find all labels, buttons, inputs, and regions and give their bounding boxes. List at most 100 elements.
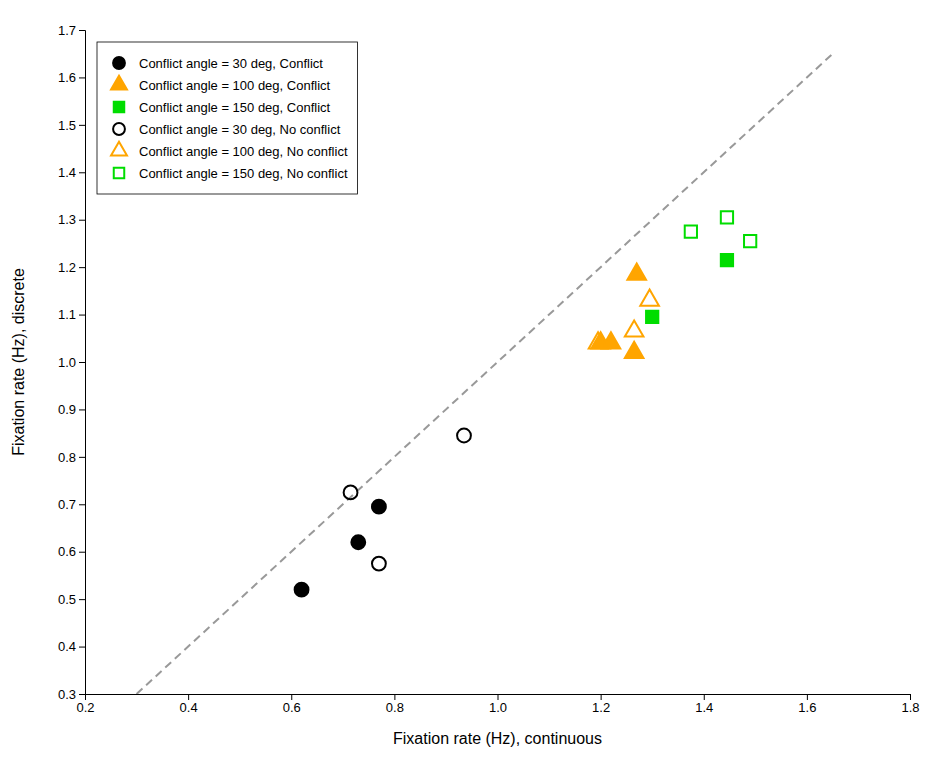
- tick: 1.2: [592, 694, 610, 715]
- x-axis: 0.20.40.60.81.01.21.41.61.8: [76, 694, 919, 715]
- legend-label: Conflict angle = 100 deg, No conflict: [139, 144, 348, 159]
- tick-label: 1.6: [58, 70, 76, 85]
- tick-label: 1.6: [798, 700, 816, 715]
- point: [602, 332, 621, 348]
- point: [721, 211, 733, 223]
- tick: 1.6: [58, 70, 85, 85]
- tick-label: 1.4: [695, 700, 713, 715]
- tick-mark: [291, 694, 292, 700]
- chart: 0.20.40.60.81.01.21.41.61.80.30.40.50.60…: [0, 0, 940, 764]
- tick: 1.3: [58, 212, 85, 227]
- tick: 0.9: [58, 402, 85, 417]
- tick-label: 0.8: [386, 700, 404, 715]
- tick-mark: [79, 647, 85, 648]
- reference-line: [137, 54, 833, 694]
- tick: 0.5: [58, 592, 85, 607]
- tick-mark: [79, 172, 85, 173]
- tick-label: 1.4: [58, 165, 76, 180]
- tick: 1.1: [58, 307, 85, 322]
- tick-mark: [79, 315, 85, 316]
- tick: 1.4: [58, 165, 85, 180]
- point: [685, 225, 697, 237]
- tick-label: 1.1: [58, 307, 76, 322]
- marks: [137, 54, 833, 694]
- legend-symbol: [114, 102, 124, 112]
- tick: 0.8: [386, 694, 404, 715]
- x-axis-title: Fixation rate (Hz), continuous: [393, 730, 602, 747]
- tick-label: 0.6: [283, 700, 301, 715]
- tick-label: 0.5: [58, 592, 76, 607]
- tick-mark: [79, 220, 85, 221]
- tick: 1.6: [798, 694, 816, 715]
- tick: 0.6: [283, 694, 301, 715]
- legend-label: Conflict angle = 30 deg, Conflict: [139, 56, 323, 71]
- legend-frame: [97, 42, 358, 194]
- point: [344, 486, 358, 500]
- tick-mark: [79, 267, 85, 268]
- point: [351, 535, 365, 549]
- tick-label: 1.8: [901, 700, 919, 715]
- tick-mark: [704, 694, 705, 700]
- legend-symbol: [114, 168, 124, 178]
- tick: 1.8: [901, 694, 919, 715]
- point: [625, 342, 644, 358]
- axis-line: [86, 695, 911, 701]
- tick-mark: [498, 694, 499, 700]
- tick-mark: [79, 77, 85, 78]
- y-axis-title: Fixation rate (Hz), discrete: [10, 268, 27, 456]
- axis-line: [79, 31, 86, 695]
- tick: 0.6: [58, 544, 85, 559]
- legend-label: Conflict angle = 150 deg, Conflict: [139, 100, 331, 115]
- point: [721, 254, 733, 266]
- tick-mark: [807, 694, 808, 700]
- tick-label: 0.6: [58, 544, 76, 559]
- tick-mark: [79, 457, 85, 458]
- tick-label: 1.0: [489, 700, 507, 715]
- tick-label: 0.8: [58, 450, 76, 465]
- legend-symbol: [111, 76, 127, 90]
- tick-label: 1.2: [592, 700, 610, 715]
- point: [625, 320, 644, 336]
- point: [457, 429, 471, 443]
- point: [640, 290, 659, 306]
- tick: 1.5: [58, 118, 85, 133]
- point: [646, 311, 658, 323]
- point: [372, 500, 386, 514]
- legend-symbol: [113, 57, 125, 69]
- tick-label: 1.7: [58, 23, 76, 38]
- tick-label: 1.3: [58, 212, 76, 227]
- tick-mark: [79, 504, 85, 505]
- tick-mark: [188, 694, 189, 700]
- tick-label: 1.0: [58, 355, 76, 370]
- legend: Conflict angle = 30 deg, Conflict Conflic…: [97, 42, 358, 194]
- tick: 0.8: [58, 450, 85, 465]
- tick: 1.0: [489, 694, 507, 715]
- tick-label: 0.4: [58, 639, 76, 654]
- plot-area: 0.20.40.60.81.01.21.41.61.80.30.40.50.60…: [58, 23, 920, 716]
- tick-label: 1.5: [58, 118, 76, 133]
- tick-mark: [79, 599, 85, 600]
- tick-label: 0.9: [58, 402, 76, 417]
- tick-label: 0.2: [76, 700, 94, 715]
- legend-label: Conflict angle = 150 deg, No conflict: [139, 166, 348, 181]
- point: [295, 583, 309, 597]
- tick: 1.0: [58, 355, 85, 370]
- tick-mark: [394, 694, 395, 700]
- point: [627, 264, 646, 280]
- tick-label: 0.7: [58, 497, 76, 512]
- tick-mark: [601, 694, 602, 700]
- tick-mark: [79, 694, 85, 695]
- point: [372, 557, 386, 571]
- tick-mark: [79, 125, 85, 126]
- tick: 0.4: [58, 639, 85, 654]
- point: [744, 235, 756, 247]
- legend-symbol: [111, 142, 127, 156]
- tick-mark: [79, 409, 85, 410]
- tick-mark: [79, 362, 85, 363]
- legend-label: Conflict angle = 30 deg, No conflict: [139, 122, 341, 137]
- tick-mark: [910, 694, 911, 700]
- legend-label: Conflict angle = 100 deg, Conflict: [139, 78, 331, 93]
- tick: 1.2: [58, 260, 85, 275]
- tick: 0.3: [58, 687, 85, 702]
- point: [589, 332, 608, 348]
